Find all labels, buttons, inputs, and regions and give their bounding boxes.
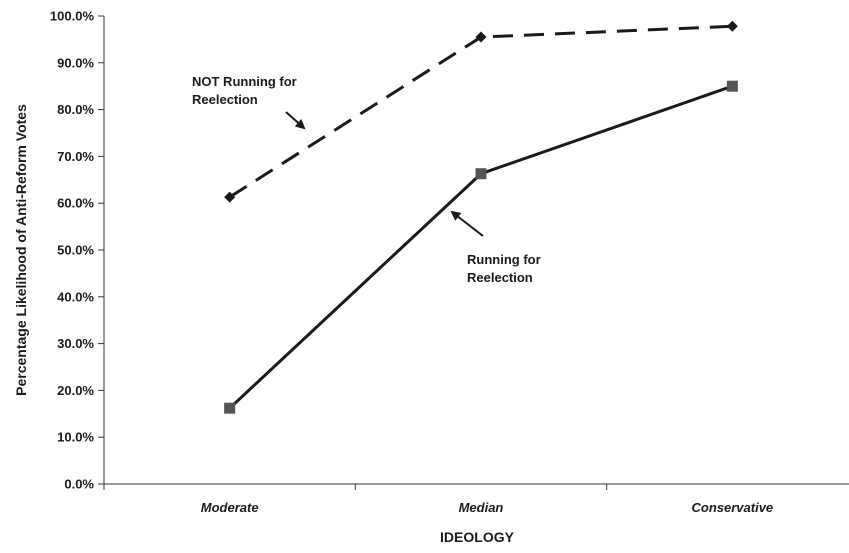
y-tick-label: 30.0% (57, 336, 94, 351)
x-tick-label: Conservative (692, 500, 774, 515)
y-tick-label: 40.0% (57, 289, 94, 304)
x-tick-label: Moderate (201, 500, 259, 515)
annotation-line: Running for (467, 252, 541, 267)
x-axis-title: IDEOLOGY (440, 529, 515, 545)
annotation-not_running: NOT Running for Reelection (192, 74, 297, 107)
annotation-running: Running for Reelection (467, 252, 541, 285)
y-tick-label: 80.0% (57, 102, 94, 117)
annotation-arrow-running (450, 210, 484, 237)
y-tick-label: 10.0% (57, 430, 94, 445)
annotation-line: NOT Running for (192, 74, 297, 89)
annotation-arrow-not_running (285, 111, 306, 130)
annotation-layer: NOT Running for Reelection Running for Reel… (192, 74, 541, 285)
series-line-running (228, 84, 733, 410)
y-tick-label: 60.0% (57, 196, 94, 211)
x-axis-ticks: Moderate Median Conservative (103, 484, 774, 515)
data-point-running (475, 168, 487, 180)
y-tick-label: 0.0% (64, 477, 94, 492)
y-axis-title: Percentage Likelihood of Anti-Reform Vot… (13, 104, 29, 396)
series-layer (224, 20, 738, 414)
annotation-line: Reelection (192, 92, 258, 107)
y-tick-label: 20.0% (57, 383, 94, 398)
data-point-running (224, 402, 236, 414)
annotation-line: Reelection (467, 270, 533, 285)
data-point-not_running (224, 191, 236, 203)
y-tick-label: 100.0% (50, 9, 95, 24)
y-tick-label: 50.0% (57, 243, 94, 258)
y-tick-label: 70.0% (57, 149, 94, 164)
data-point-not_running (475, 31, 487, 43)
y-tick-label: 90.0% (57, 55, 94, 70)
data-point-not_running (726, 20, 738, 32)
x-tick-label: Median (459, 500, 504, 515)
y-axis-ticks: 0.0% 10.0% 20.0% 30.0% 40.0% 50.0% 60.0% 70.0% 8… (50, 9, 104, 492)
data-point-running (726, 80, 738, 92)
